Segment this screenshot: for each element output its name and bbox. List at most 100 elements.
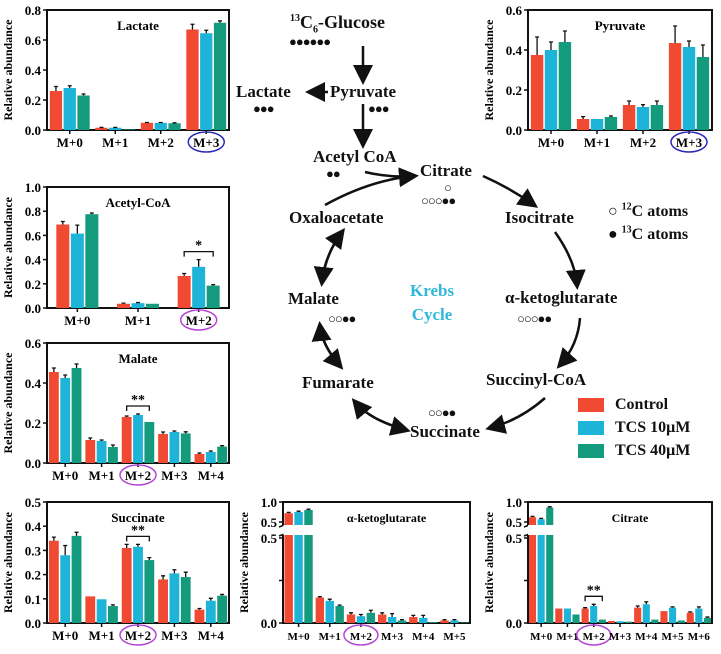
- x-tick-label: M+5: [661, 631, 684, 643]
- pyruvate-carbon-dots: ●●●: [368, 101, 390, 116]
- y-axis-label: Relative abundance: [1, 196, 15, 298]
- bar-control: [85, 440, 96, 463]
- significance-label: **: [131, 393, 145, 408]
- citrate-label: Citrate: [420, 161, 472, 180]
- fumarate-label: Fumarate: [302, 373, 374, 392]
- y-tick-label: 0.3: [25, 543, 42, 558]
- bar-tcs-10-m: [131, 303, 145, 308]
- error-bar: [67, 85, 72, 88]
- bar-control: [48, 372, 59, 463]
- y-tick-label: 1.0: [261, 495, 277, 510]
- error-bar: [63, 544, 68, 556]
- error-bar: [124, 543, 129, 548]
- y-tick-label: 0.8: [25, 204, 42, 219]
- bar-break-gap: [545, 525, 555, 535]
- error-bar: [627, 100, 632, 105]
- y-tick-label: 0.2: [25, 568, 41, 583]
- highlight-circle: [187, 131, 225, 153]
- bar-tcs-40-m: [428, 622, 438, 623]
- x-tick-label: M+0: [288, 631, 311, 643]
- error-bar: [452, 618, 457, 621]
- error-bar: [60, 220, 65, 225]
- legend-swatch-tcs10: [578, 421, 604, 435]
- error-bar: [337, 604, 342, 606]
- error-bar: [368, 609, 373, 613]
- bar-tcs-10-m: [133, 415, 143, 463]
- error-bar: [562, 30, 567, 42]
- arrow-akg-succinylcoa: [556, 317, 582, 369]
- bar-control: [440, 620, 449, 623]
- bar-tcs-10-m: [192, 266, 206, 308]
- y-tick-label: 0.0: [25, 456, 41, 471]
- legend-swatch-tcs40: [578, 444, 604, 458]
- legend-12c-atoms: ○ 12C atoms: [608, 201, 689, 220]
- y-tick-label: 0.0: [261, 616, 277, 631]
- bar-tcs-40-m: [144, 422, 155, 463]
- x-tick-label: M+1: [584, 135, 610, 150]
- y-tick-label: 0.5: [25, 495, 42, 510]
- error-bar: [687, 40, 691, 47]
- y-axis-label: Relative abundance: [1, 511, 15, 613]
- bar-control: [194, 609, 205, 623]
- bar-tcs-10-m: [537, 519, 545, 623]
- bar-control: [686, 612, 694, 623]
- x-tick-label: M+1: [89, 468, 115, 483]
- chart-title: Lactate: [117, 18, 159, 33]
- y-axis-label: Relative abundance: [482, 511, 496, 613]
- x-tick-label: M+4: [412, 631, 435, 643]
- bar-control: [607, 620, 615, 623]
- error-bar: [74, 363, 79, 368]
- x-tick-label: M+2: [148, 135, 174, 150]
- y-tick-label: 0.4: [25, 376, 42, 391]
- error-bar: [583, 607, 588, 609]
- arrow-citrate-isocitrate: [482, 174, 539, 208]
- chart-title: Acetyl-CoA: [106, 195, 172, 210]
- y-tick-label: 0.6: [25, 33, 42, 48]
- y-tick-label: 0.5: [506, 515, 523, 530]
- bar-control: [121, 547, 132, 623]
- citrate-carbon-dot-branch: ○: [444, 180, 452, 195]
- y-axis-label: Relative abundance: [482, 19, 496, 121]
- bar-tcs-40-m: [397, 620, 407, 623]
- error-bar: [581, 115, 586, 119]
- bar-tcs-40-m: [651, 619, 659, 623]
- bar-tcs-40-m: [122, 129, 136, 130]
- akg-carbon-dots: ○○○●●: [517, 311, 552, 326]
- error-bar: [591, 603, 596, 606]
- y-tick-label: 0.2: [25, 277, 41, 292]
- x-tick-label: M+0: [530, 631, 553, 643]
- acetyl-coa-label: Acetyl CoA: [313, 147, 397, 166]
- x-tick-label: M+4: [635, 631, 658, 643]
- significance-bracket: [126, 405, 150, 411]
- error-bar: [136, 543, 140, 547]
- error-bar: [172, 569, 177, 574]
- bar-tcs-10-m: [205, 452, 216, 463]
- x-tick-label: M+3: [161, 468, 188, 483]
- bar-tcs-40-m: [460, 622, 469, 623]
- y-tick-label: 0.5: [261, 531, 278, 546]
- bar-tcs-10-m: [387, 617, 397, 623]
- y-axis-label: Relative abundance: [237, 511, 251, 613]
- bar-tcs-10-m: [154, 122, 167, 130]
- x-tick-label: M+1: [556, 631, 578, 643]
- bar-tcs-10-m: [294, 512, 303, 623]
- bar-tcs-10-m: [96, 599, 107, 623]
- bar-tcs-40-m: [625, 621, 633, 623]
- error-bar: [220, 593, 225, 596]
- error-bar: [81, 93, 86, 96]
- y-tick-label: 0.0: [25, 123, 41, 138]
- bar-control: [528, 517, 537, 623]
- error-bar: [327, 598, 332, 601]
- bar-tcs-40-m: [206, 285, 220, 308]
- error-bar: [211, 283, 216, 286]
- succinate-carbon-dots: ○○●●: [428, 405, 456, 420]
- bar-tcs-40-m: [180, 577, 191, 623]
- error-bar: [136, 413, 140, 415]
- error-bar: [183, 571, 188, 578]
- error-bar: [317, 596, 322, 598]
